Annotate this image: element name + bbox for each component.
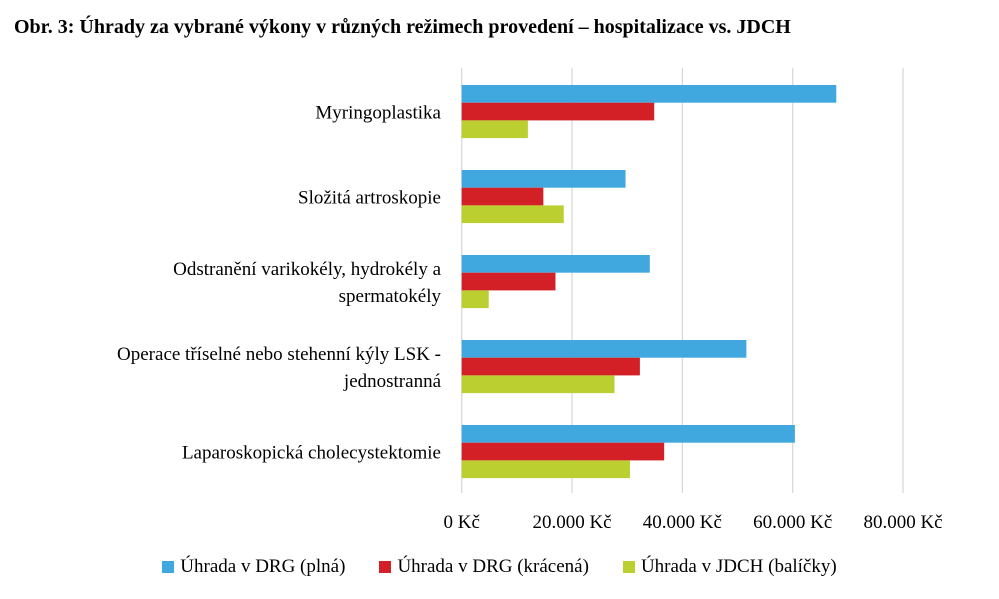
bar: [461, 272, 556, 291]
legend-item: Úhrada v JDCH (balíčky): [622, 556, 837, 578]
chart-title: Obr. 3: Úhrady za vybrané výkony v různý…: [14, 16, 791, 38]
bar: [461, 290, 489, 309]
bar: [461, 425, 795, 443]
category-label: jednostranná: [343, 371, 442, 392]
bar: [461, 460, 630, 479]
category-label: spermatokély: [339, 286, 442, 307]
legend-label: Úhrada v DRG (krácená): [397, 556, 589, 577]
category-label: Operace tříselné nebo stehenní kýly LSK …: [117, 344, 441, 365]
x-tick-label: 40.000 Kč: [643, 512, 722, 533]
legend: Úhrada v DRG (plná) Úhrada v DRG (krácená…: [0, 556, 999, 578]
x-tick-label: 60.000 Kč: [753, 512, 832, 533]
legend-item: Úhrada v DRG (krácená): [379, 556, 589, 578]
x-tick-label: 20.000 Kč: [532, 512, 611, 533]
x-tick-label: 0 Kč: [443, 512, 479, 533]
category-label: Odstranění varikokély, hydrokély a: [173, 259, 441, 280]
bar: [461, 102, 655, 121]
bar: [461, 357, 640, 376]
category-label: Složitá artroskopie: [298, 188, 441, 209]
bar: [461, 120, 528, 139]
legend-swatch: [622, 561, 635, 573]
category-label: Myringoplastika: [315, 103, 441, 124]
bar: [461, 170, 626, 188]
legend-item: Úhrada v DRG (plná): [162, 556, 345, 578]
bar: [461, 85, 837, 103]
x-tick-label: 80.000 Kč: [863, 512, 942, 533]
category-label: Laparoskopická cholecystektomie: [182, 443, 441, 464]
bar: [461, 205, 564, 224]
legend-label: Úhrada v DRG (plná): [180, 556, 346, 577]
bar: [461, 255, 650, 273]
bar: [461, 375, 615, 394]
bar: [461, 442, 665, 461]
legend-label: Úhrada v JDCH (balíčky): [640, 556, 837, 577]
bar: [461, 340, 747, 358]
legend-swatch: [162, 561, 175, 573]
legend-swatch: [379, 561, 392, 573]
bar: [461, 187, 544, 206]
